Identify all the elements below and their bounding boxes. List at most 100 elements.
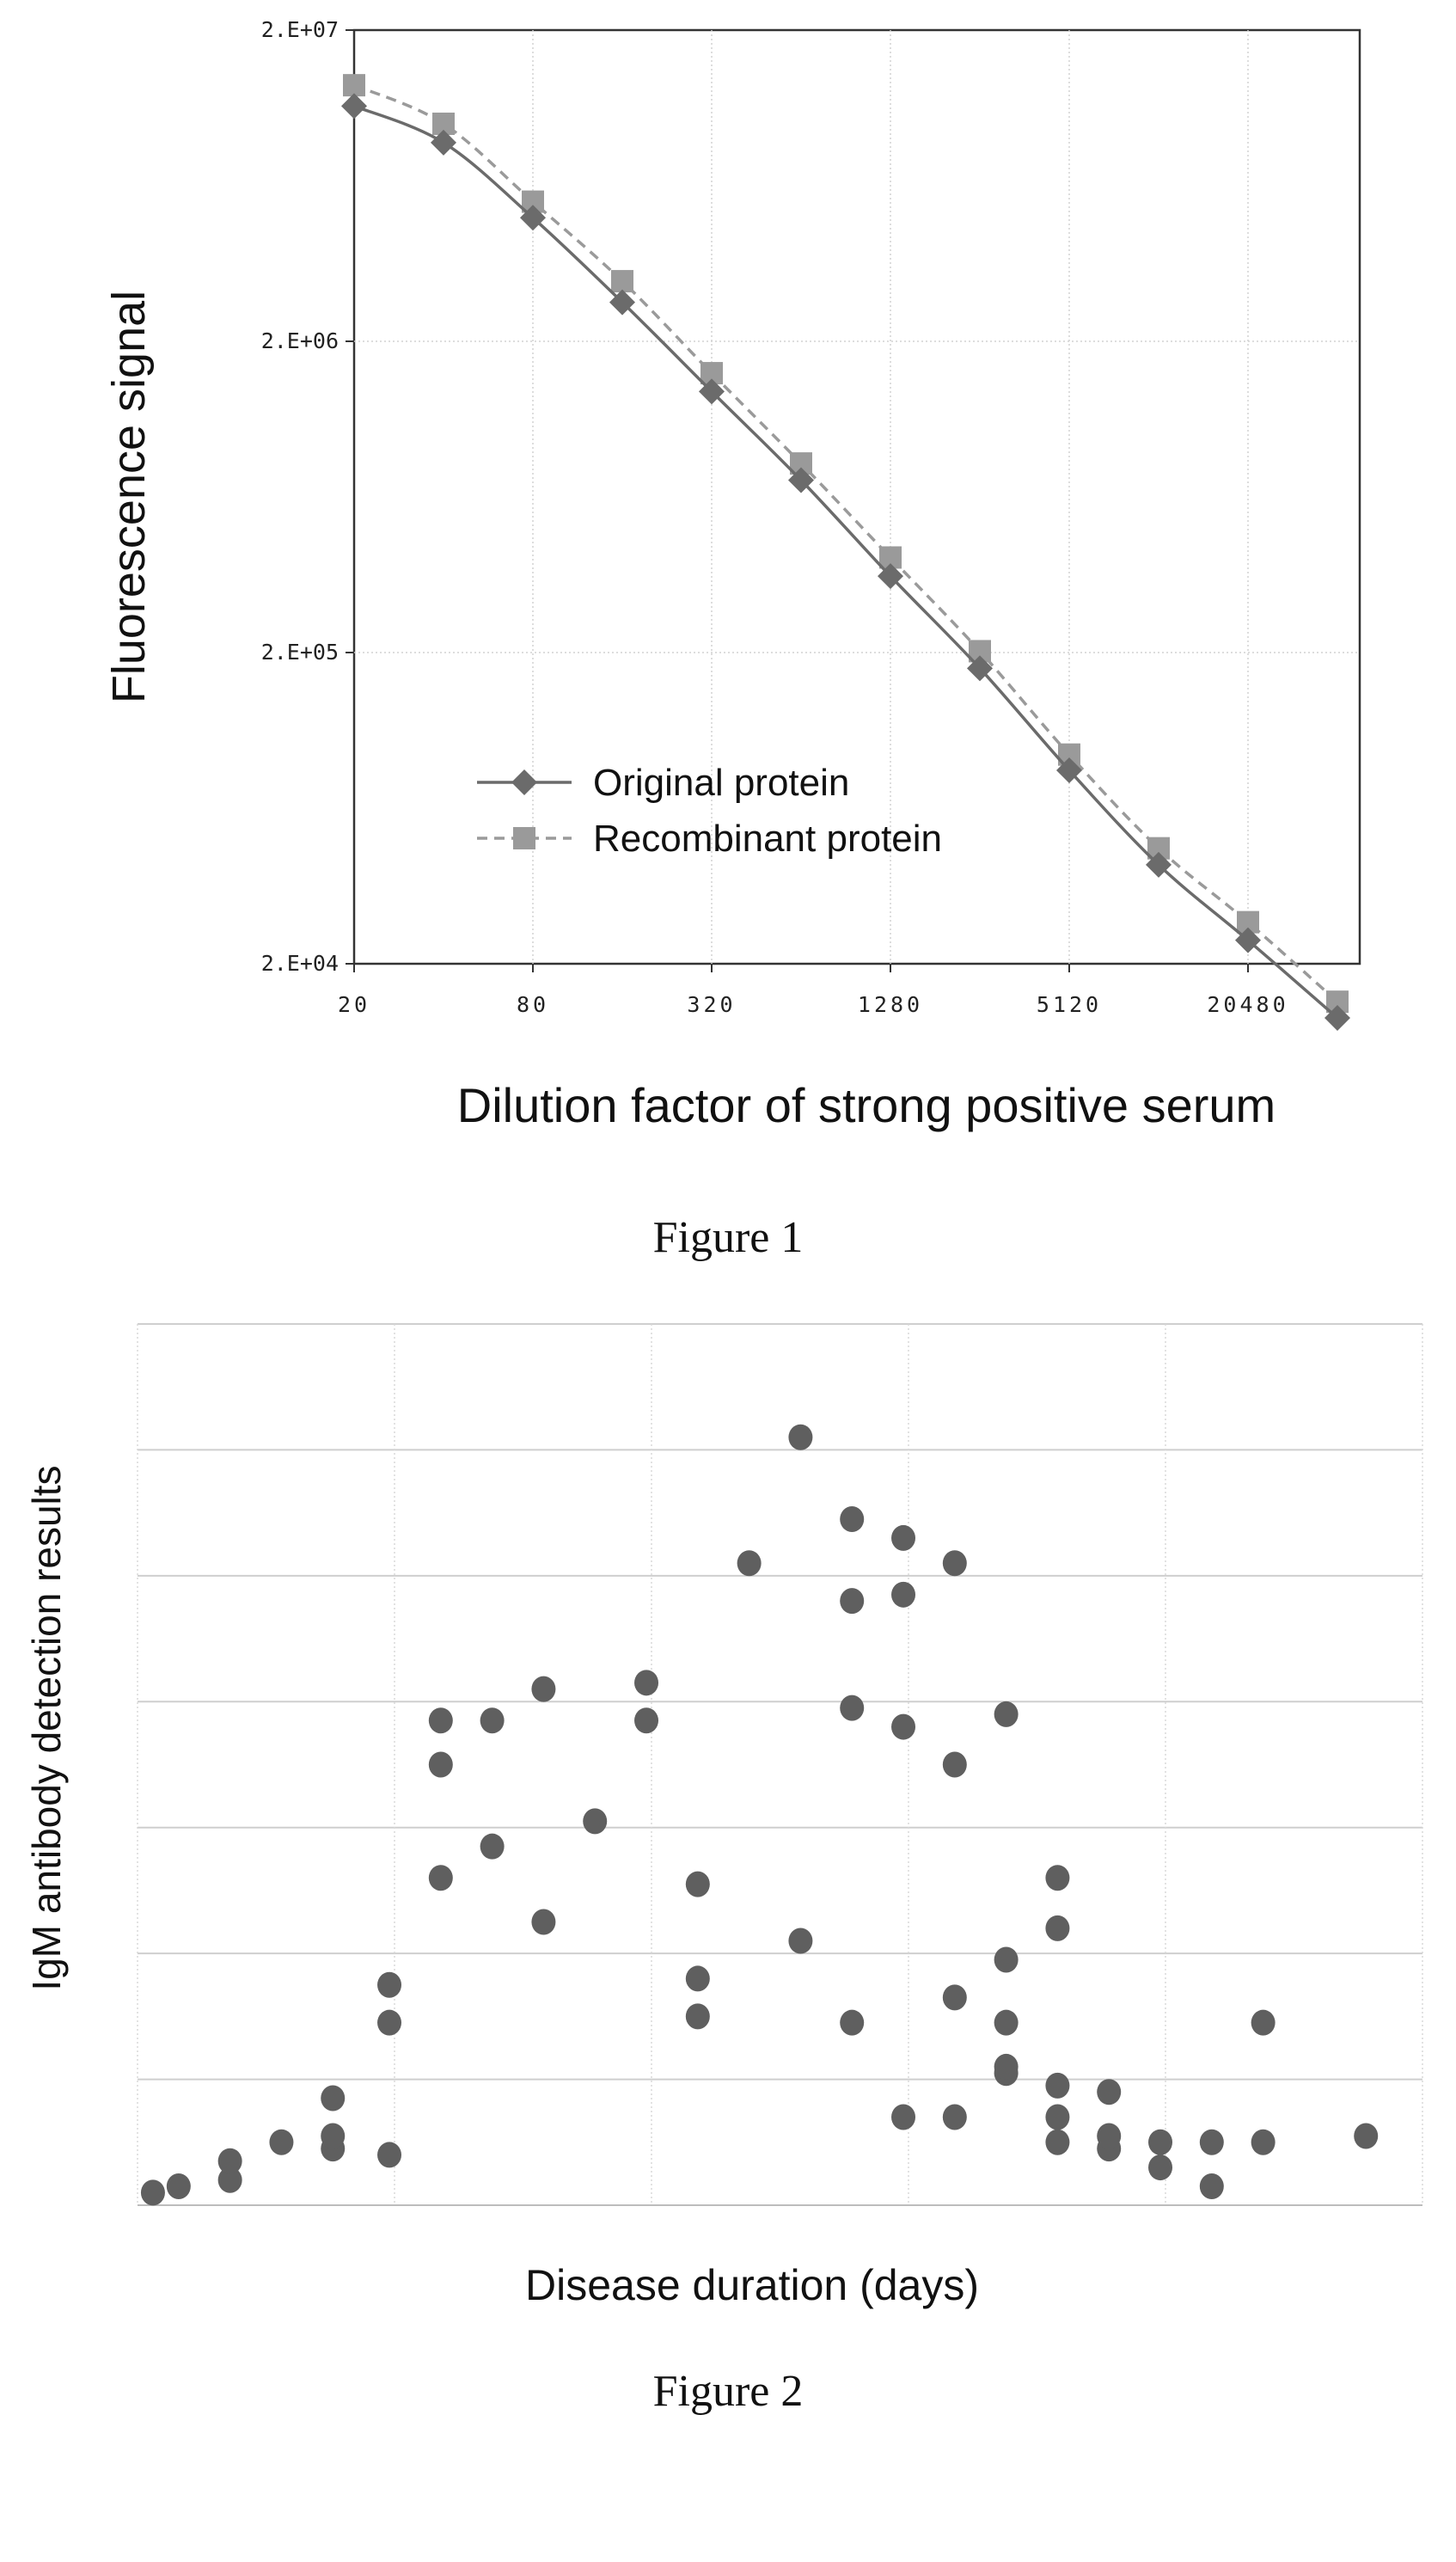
scatter-point: [166, 2173, 191, 2200]
recombinant-point: [611, 270, 633, 293]
figure2-chart: IgM antibody detection results Disease d…: [24, 1323, 1423, 2309]
y-tick-label: 2.E+06: [261, 328, 339, 353]
scatter-point: [531, 1909, 556, 1935]
scatter-point: [377, 2142, 402, 2168]
scatter-point: [428, 1751, 453, 1778]
scatter-point: [428, 1707, 453, 1734]
scatter-point: [1045, 2072, 1070, 2099]
scatter-point: [428, 1865, 453, 1891]
original-point: [788, 467, 814, 493]
scatter-point: [994, 2053, 1019, 2080]
figure2-caption: Figure 2: [652, 2367, 804, 2416]
scatter-point: [942, 2104, 967, 2130]
scatter-point: [531, 1676, 556, 1702]
original-point: [520, 205, 546, 231]
scatter-point: [1251, 2009, 1276, 2036]
legend-marker-diamond: [511, 769, 537, 795]
x-tick-label: 80: [517, 992, 549, 1017]
plot-area: [352, 28, 1361, 965]
scatter-point: [1097, 2079, 1122, 2105]
scatter-point: [1354, 2123, 1379, 2149]
scatter-point: [891, 1713, 916, 1740]
scatter-point: [994, 1701, 1019, 1727]
figure1-caption: Figure 1: [652, 1213, 804, 1262]
scatter-point: [634, 1670, 659, 1696]
scatter-points: [140, 1424, 1379, 2206]
scatter-point: [942, 1984, 967, 2011]
x-axis-title: Disease duration (days): [525, 2261, 979, 2309]
original-point: [699, 378, 725, 405]
x-tick-label: 320: [687, 992, 736, 1017]
scatter-point: [321, 2085, 346, 2112]
x-tick-label: 20480: [1207, 992, 1288, 1017]
original-point: [1146, 851, 1172, 878]
legend-label: Recombinant protein: [593, 818, 942, 860]
scatter-point: [737, 1550, 762, 1577]
original-point: [431, 129, 456, 156]
original-point: [1235, 927, 1261, 953]
scatter-point: [1097, 2123, 1122, 2149]
scatter-point: [1045, 1865, 1070, 1891]
y-tick-label: 2.E+04: [261, 951, 339, 976]
scatter-point: [891, 1524, 916, 1551]
scatter-point: [583, 1808, 608, 1835]
scatter-point: [1148, 2129, 1173, 2155]
scatter-point: [840, 1588, 865, 1615]
figure1-chart: 2.E+04 2.E+05 2.E+06 2.E+07 20 80 320 1280 5120…: [103, 17, 1361, 1132]
scatter-point: [217, 2148, 242, 2174]
scatter-point: [685, 2003, 710, 2030]
scatter-point: [269, 2129, 294, 2155]
scatter-point: [840, 2009, 865, 2036]
scatter-point: [840, 1505, 865, 1532]
scatter-point: [942, 1550, 967, 1577]
scatter-point: [480, 1833, 505, 1860]
gridlines: [346, 29, 1360, 965]
scatter-point: [994, 1946, 1019, 1973]
scatter-point: [942, 1751, 967, 1778]
series-group: [341, 74, 1350, 1031]
scatter-point: [634, 1707, 659, 1734]
scatter-point: [480, 1707, 505, 1734]
scatter-point: [891, 1581, 916, 1608]
scatter-point: [1199, 2173, 1224, 2200]
x-axis-title: Dilution factor of strong positive serum: [457, 1078, 1276, 1132]
scatter-point: [788, 1928, 813, 1954]
y-axis-title: IgM antibody detection results: [24, 1465, 69, 1990]
original-point: [341, 93, 367, 120]
y-tick-label: 2.E+05: [261, 640, 339, 665]
scatter-point: [1045, 2129, 1070, 2155]
legend-marker-square: [513, 827, 535, 849]
scatter-point: [891, 2104, 916, 2130]
scatter-point: [788, 1424, 813, 1450]
original-point: [1056, 757, 1082, 783]
original-point: [967, 655, 993, 682]
y-tick-labels: 2.E+04 2.E+05 2.E+06 2.E+07: [261, 17, 339, 976]
scatter-point: [994, 2009, 1019, 2036]
scatter-point: [1251, 2129, 1276, 2155]
legend: Original protein Recombinant protein: [477, 762, 942, 860]
scatter-point: [1045, 2104, 1070, 2130]
scatter-point: [377, 1971, 402, 1998]
scatter-point: [1148, 2154, 1173, 2181]
original-point: [878, 563, 903, 590]
scatter-point: [377, 2009, 402, 2036]
scatter-point: [140, 2179, 165, 2206]
scatter-point: [1199, 2129, 1224, 2155]
gridlines: [137, 1323, 1423, 2206]
recombinant-point: [343, 74, 365, 97]
scatter-point: [840, 1695, 865, 1721]
scatter-point: [217, 2167, 242, 2193]
scatter-point: [685, 1871, 710, 1897]
scatter-point: [1045, 1915, 1070, 1941]
scatter-point: [321, 2123, 346, 2149]
x-tick-label: 1280: [858, 992, 923, 1017]
x-tick-label: 20: [338, 992, 370, 1017]
original-point: [609, 289, 635, 316]
x-tick-label: 5120: [1037, 992, 1102, 1017]
x-tick-labels: 20 80 320 1280 5120 20480: [338, 964, 1288, 1017]
scatter-point: [685, 1965, 710, 1992]
legend-label: Original protein: [593, 762, 849, 804]
original-point: [1324, 1004, 1350, 1031]
y-tick-label: 2.E+07: [261, 17, 339, 42]
y-axis-title: Fluorescence signal: [103, 291, 155, 703]
